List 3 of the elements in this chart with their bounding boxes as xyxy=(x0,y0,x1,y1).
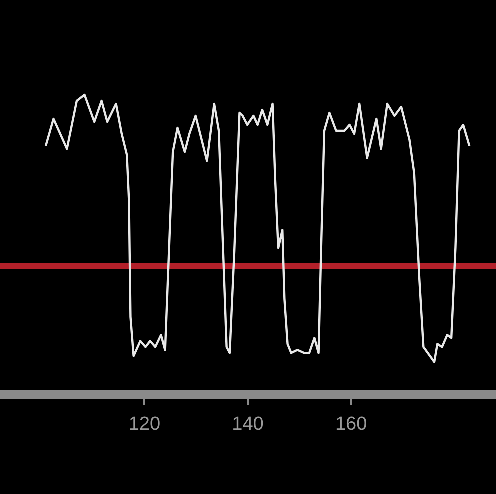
x-tick-label: 160 xyxy=(335,414,368,435)
x-tick-label: 140 xyxy=(232,414,264,435)
x-tick-label: 120 xyxy=(128,414,161,435)
